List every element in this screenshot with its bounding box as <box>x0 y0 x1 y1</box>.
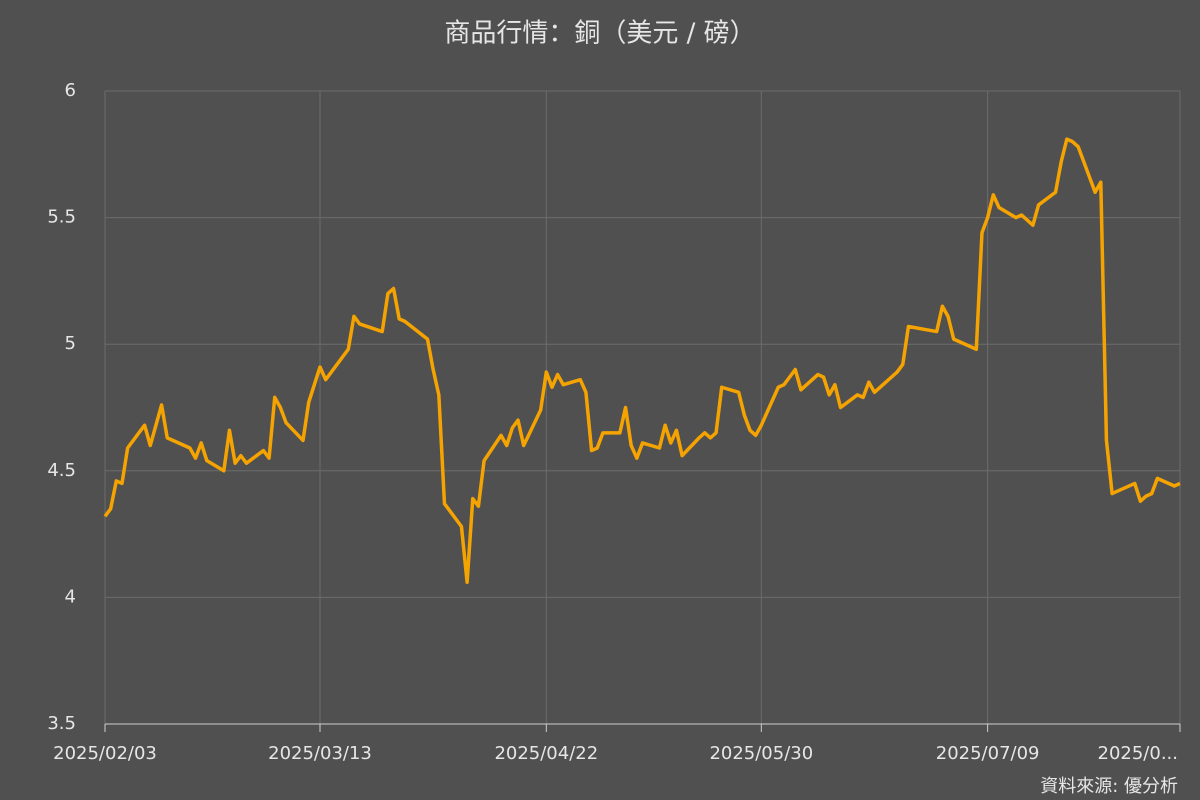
x-tick-label: 2025/04/22 <box>494 743 598 764</box>
y-tick-label: 4 <box>65 586 76 607</box>
y-tick-label: 5 <box>65 333 76 354</box>
chart-title: 商品行情：銅（美元 / 磅） <box>444 19 755 49</box>
x-tick-label: 2025/03/13 <box>268 743 372 764</box>
x-tick-label: 2025/0... <box>1098 743 1179 764</box>
y-tick-label: 5.5 <box>47 207 76 228</box>
source-note: 資料來源: 優分析 <box>1040 776 1178 797</box>
x-tick-label: 2025/05/30 <box>709 743 813 764</box>
y-tick-label: 3.5 <box>47 713 76 734</box>
x-tick-label: 2025/07/09 <box>936 743 1040 764</box>
x-tick-label: 2025/02/03 <box>53 743 157 764</box>
y-tick-label: 6 <box>65 80 76 101</box>
price-line <box>103 137 1181 584</box>
y-tick-label: 4.5 <box>47 460 76 481</box>
